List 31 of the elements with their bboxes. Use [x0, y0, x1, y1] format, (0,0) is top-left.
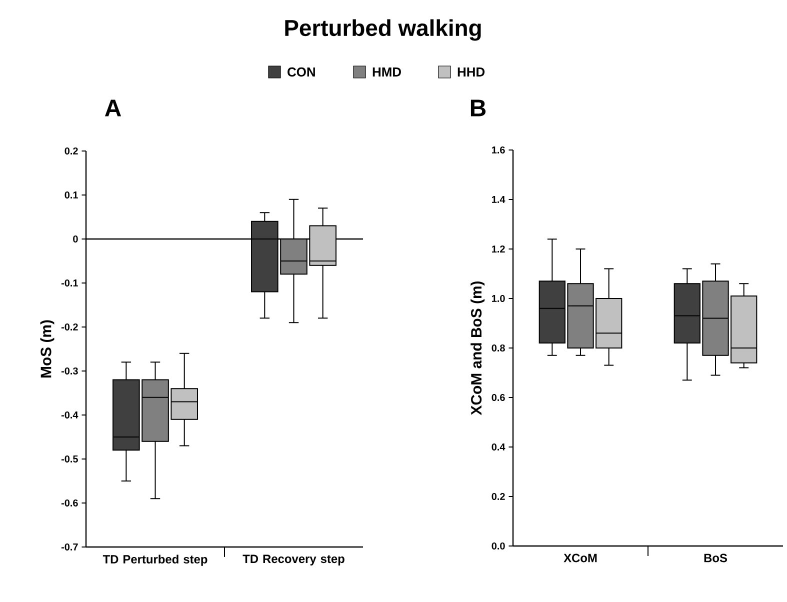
y-tick-label: 0.0	[492, 542, 505, 550]
y-tick-label: -0.1	[61, 279, 78, 286]
legend-label: HMD	[372, 68, 401, 76]
y-tick-label: 0	[73, 235, 78, 243]
y-tick-label: -0.4	[61, 411, 78, 418]
y-axis-title: MoS (m)	[40, 320, 54, 378]
legend-label: CON	[288, 67, 315, 77]
chart-subtitle: A	[104, 100, 122, 116]
y-tick-label: 1.4	[492, 196, 506, 203]
y-tick-label: -0.7	[61, 543, 78, 550]
x-tick-label: TD Perturbed step	[102, 554, 208, 566]
y-tick-label: 1.0	[492, 294, 505, 302]
y-tick-label: -0.6	[61, 499, 78, 506]
y-tick-label: 0.8	[492, 344, 505, 352]
y-tick-label: 0.2	[492, 492, 505, 500]
y-tick-label: 1.6	[492, 146, 505, 154]
y-tick-label: -0.5	[61, 455, 78, 462]
x-tick-label: XCoM	[564, 554, 597, 562]
y-tick-label: 0.6	[492, 394, 505, 402]
x-tick-label: TD Recovery step	[242, 554, 344, 566]
chart-subtitle: B	[470, 100, 486, 116]
chart-title: Perturbed walking	[285, 19, 481, 41]
y-tick-label: 1.2	[492, 246, 505, 252]
legend-label: HHD	[458, 68, 485, 76]
y-tick-label: -0.2	[61, 323, 78, 330]
y-tick-label: 0.2	[64, 147, 78, 155]
y-tick-label: 0.4	[492, 443, 506, 451]
y-axis-title: XCoM and BoS (m)	[470, 281, 485, 416]
y-tick-label: -0.3	[61, 367, 78, 375]
y-tick-label: 0.1	[64, 191, 78, 199]
x-tick-label: BoS	[704, 554, 727, 562]
